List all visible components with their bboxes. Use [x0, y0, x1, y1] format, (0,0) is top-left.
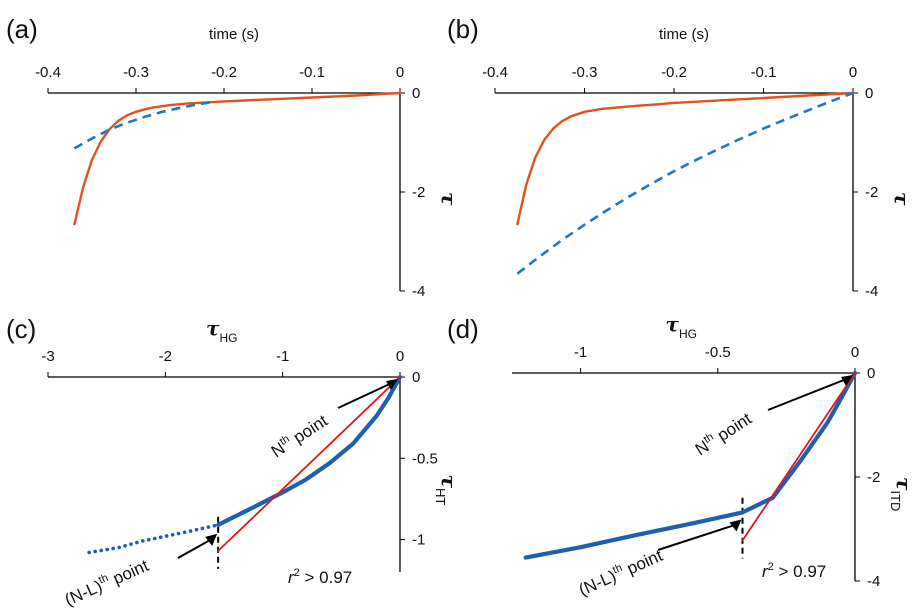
- y-tick-label-d-2: -4: [867, 573, 880, 590]
- nl-arrow-head-d: [729, 519, 742, 532]
- x-axis-label-d-part-0: τ: [666, 312, 680, 336]
- x-tick-label-a-0: -0.4: [35, 64, 61, 81]
- y-tick-label-b-1: -2: [865, 184, 878, 201]
- y-axis-label-d: τITD: [888, 477, 914, 511]
- nth-point-label-c: Nth point: [267, 410, 331, 461]
- x-axis-label-d-part-1: HG: [679, 327, 697, 341]
- r2-label-c-part-0: r: [288, 568, 295, 587]
- x-tick-label-c-0: -3: [41, 348, 54, 365]
- series-line-b-1: [516, 91, 854, 275]
- y-tick-label-b-2: -4: [865, 283, 878, 300]
- y-axis-label-c: τHT: [433, 475, 461, 506]
- y-tick-label-c-2: -1: [412, 532, 425, 549]
- panel-label-a: (a): [6, 14, 38, 44]
- panel-label-d: (d): [447, 314, 479, 344]
- x-tick-label-a-3: -0.1: [299, 64, 325, 81]
- chart-panel-b: (b) -0.4 -0.3 -0.2 -0.1 00 -2 -4 time (s) τ: [447, 14, 914, 300]
- y-tick-label-a-1: -2: [412, 184, 425, 201]
- series-line-d-0: [523, 370, 858, 560]
- r2-label-d-part-2: > 0.97: [774, 562, 826, 581]
- y-tick-label-b-0: 0: [865, 85, 873, 102]
- nl-point-label-c-part-2: point: [106, 556, 152, 590]
- y-tick-label-d-0: 0: [867, 365, 875, 382]
- x-tick-label-a-2: -0.2: [211, 64, 237, 81]
- x-tick-label-a-4: 0: [396, 64, 404, 81]
- x-axis-label-a: time (s): [209, 26, 259, 43]
- nth-arrow-line-c: [337, 381, 395, 409]
- series-line-a-1: [73, 100, 216, 150]
- y-tick-label-c-0: 0: [412, 369, 420, 386]
- x-axis-label-c-part-1: HG: [219, 331, 237, 345]
- series-line-c-0: [87, 523, 220, 555]
- y-axis-label-symbol-a: τ: [437, 192, 461, 206]
- nl-point-label-d-part-2: point: [620, 546, 666, 580]
- nl-point-label-d: (N-L)th point: [575, 545, 665, 600]
- nth-point-label-d: Nth point: [691, 408, 755, 459]
- y-tick-label-a-2: -4: [412, 283, 425, 300]
- y-axis-label-sub-c: HT: [433, 488, 448, 505]
- x-tick-label-b-1: -0.3: [572, 64, 598, 81]
- r2-label-c: r2 > 0.97: [288, 567, 352, 587]
- x-axis-label-d: τHG: [666, 312, 697, 341]
- r2-label-c-part-2: > 0.97: [300, 568, 352, 587]
- y-tick-label-c-1: -0.5: [412, 450, 438, 467]
- series-line-a-0: [73, 91, 402, 226]
- r2-label-d-part-0: r: [762, 562, 769, 581]
- chart-panel-a: (a) -0.4 -0.3 -0.2 -0.1 00 -2 -4 time (s) τ: [6, 14, 461, 300]
- y-axis-label-symbol-b: τ: [890, 192, 914, 206]
- x-axis-label-b: time (s): [659, 26, 709, 43]
- x-tick-label-d-1: -0.5: [705, 344, 731, 361]
- r2-label-c-part-1: 2: [294, 567, 300, 579]
- x-tick-label-c-2: -1: [276, 348, 289, 365]
- x-tick-label-d-2: 0: [851, 344, 859, 361]
- y-axis-label-symbol-d: τ: [892, 477, 914, 491]
- x-axis-label-c: τHG: [206, 316, 237, 345]
- y-axis-label-a: τ: [437, 192, 461, 206]
- x-tick-label-b-4: 0: [849, 64, 857, 81]
- x-tick-label-a-1: -0.3: [123, 64, 149, 81]
- nl-arrow-line-d: [657, 523, 737, 551]
- x-axis-label-c-part-0: τ: [206, 316, 220, 340]
- y-axis-label-sub-d: ITD: [888, 490, 903, 511]
- y-tick-label-a-0: 0: [412, 85, 420, 102]
- series-line-c-1: [216, 374, 403, 528]
- r2-label-d: r2 > 0.97: [762, 561, 826, 581]
- nl-point-label-d-part-1: th: [611, 562, 624, 577]
- x-tick-label-c-3: 0: [396, 348, 404, 365]
- x-tick-label-b-2: -0.2: [661, 64, 687, 81]
- nl-arrow-line-c: [177, 538, 213, 559]
- x-tick-label-b-3: -0.1: [751, 64, 777, 81]
- panel-label-b: (b): [447, 14, 479, 44]
- panel-label-c: (c): [6, 314, 36, 344]
- nth-arrow-head-c: [386, 379, 398, 390]
- nth-point-label-c-part-2: point: [286, 411, 331, 450]
- series-line-d-1: [741, 372, 856, 542]
- series-line-b-0: [516, 91, 855, 226]
- nth-point-label-d-part-2: point: [710, 409, 755, 448]
- y-axis-label-symbol-c: τ: [437, 475, 461, 489]
- y-tick-label-d-1: -2: [867, 469, 880, 486]
- nth-arrow-line-d: [767, 377, 850, 411]
- nl-point-label-c: (N-L)th point: [61, 555, 151, 610]
- series-line-c-2: [217, 376, 401, 552]
- nl-arrow-head-c: [205, 533, 218, 546]
- nl-point-label-c-part-1: th: [97, 572, 110, 587]
- x-tick-label-d-0: -1: [574, 344, 587, 361]
- nth-arrow-head-d: [841, 375, 853, 386]
- r2-label-d-part-1: 2: [768, 561, 774, 573]
- y-axis-label-b: τ: [890, 192, 914, 206]
- x-tick-label-c-1: -2: [159, 348, 172, 365]
- x-tick-label-b-0: -0.4: [482, 64, 508, 81]
